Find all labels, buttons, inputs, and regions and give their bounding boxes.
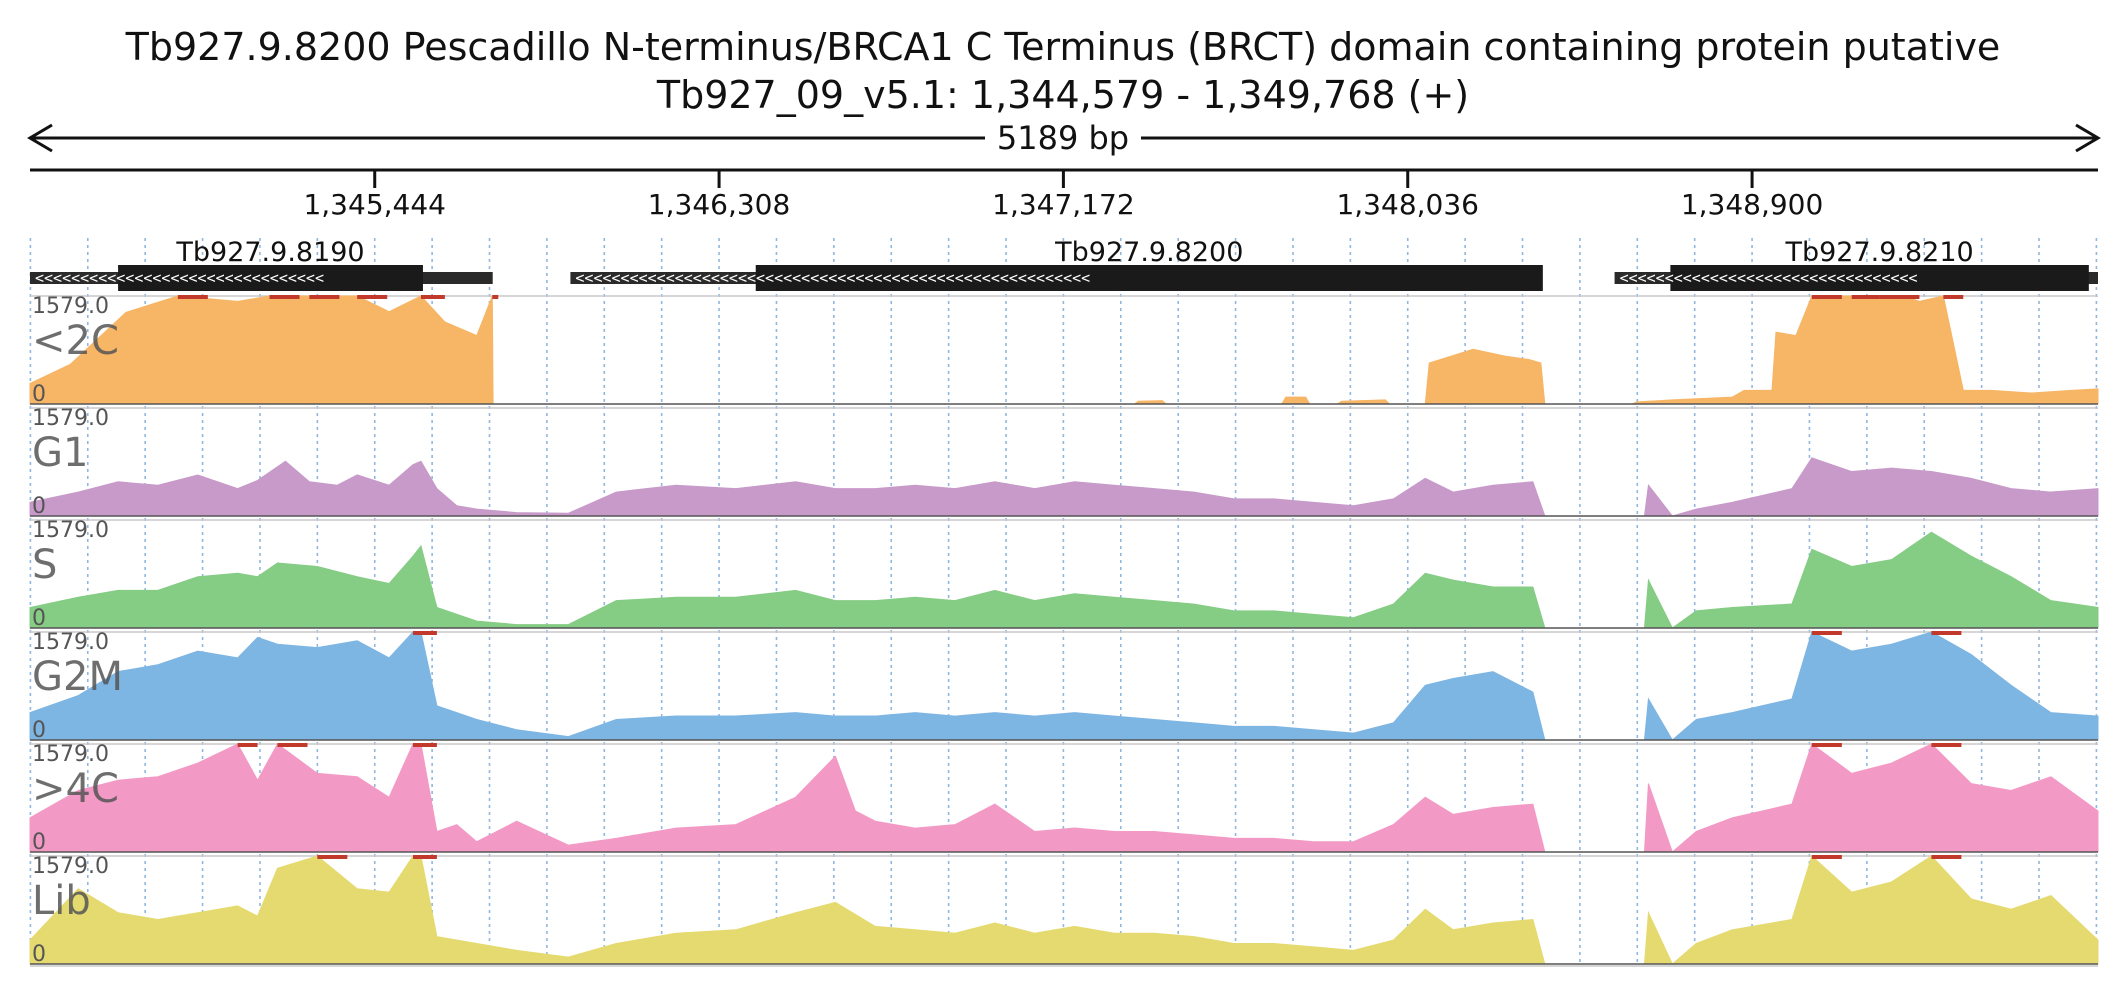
- coverage-track: 1579.0 0 >4C: [29, 742, 2099, 855]
- overflow-marker: [420, 295, 445, 299]
- strand-chevrons: <<<<<<<<<<<<<<<<<<<<<<<<<<<<<<<<: [35, 269, 324, 287]
- gene-label: Tb927.9.8210: [1784, 237, 1973, 268]
- left-arrowhead: [27, 123, 53, 153]
- track-name-label: >4C: [32, 766, 119, 812]
- coverage-track: 1579.0 0 S: [29, 518, 2099, 631]
- coverage-area: [29, 531, 2099, 629]
- overflow-marker: [1811, 855, 1842, 859]
- track-zero-label: 0: [32, 942, 46, 967]
- coverage-area: [29, 855, 2099, 965]
- tick-label: 1,348,900: [1681, 188, 1824, 221]
- tick-label: 1,348,036: [1336, 188, 1479, 221]
- track-max-label: 1579.0: [32, 630, 109, 655]
- track-name-label: <2C: [32, 318, 119, 364]
- overflow-marker: [237, 743, 258, 747]
- gene-annotation-track: <<<<<<<<<<<<<<<<<<<<<<<<<<<<<<<<Tb927.9.…: [30, 237, 2098, 291]
- overflow-marker: [1811, 743, 1842, 747]
- overflow-marker: [420, 855, 437, 859]
- gene-cds-bar: [118, 265, 423, 291]
- track-zero-label: 0: [32, 830, 46, 855]
- strand-chevrons: <<<<<<<<<<<<<<<<<<<<<<<<<<<<<<<<<: [1620, 269, 1918, 287]
- strand-chevrons: <<<<<<<<<<<<<<<<<<<<<<<<<<<<<<<<<<<<<<<<…: [575, 269, 1090, 287]
- span-label-bg: [985, 116, 1141, 160]
- overflow-marker: [309, 295, 340, 299]
- locus-label: Tb927_09_v5.1: 1,344,579 - 1,349,768 (+): [656, 73, 1469, 117]
- track-max-label: 1579.0: [32, 406, 109, 431]
- track-zero-label: 0: [32, 606, 46, 631]
- overflow-marker: [1811, 631, 1842, 635]
- gene-cds-bar: [1670, 265, 2089, 291]
- track-name-label: G2M: [32, 654, 123, 700]
- track-max-label: 1579.0: [32, 854, 109, 879]
- track-zero-label: 0: [32, 382, 46, 407]
- coverage-tracks: 1579.00<2C1579.00G11579.00S1579.00G2M157…: [29, 294, 2099, 967]
- overflow-marker: [317, 855, 348, 859]
- coverage-area: [29, 631, 2099, 741]
- overflow-marker: [1811, 295, 1842, 299]
- coverage-track: 1579.0 0 G1: [29, 406, 2099, 519]
- track-name-label: Lib: [32, 878, 91, 924]
- track-zero-label: 0: [32, 718, 46, 743]
- track-max-label: 1579.0: [32, 742, 109, 767]
- coverage-area: [29, 743, 2099, 853]
- overflow-marker: [1943, 295, 1964, 299]
- overflow-marker: [420, 631, 437, 635]
- overflow-marker: [1931, 855, 1962, 859]
- track-max-label: 1579.0: [32, 518, 109, 543]
- track-name-label: S: [32, 542, 57, 588]
- coordinate-axis: 1,345,444 1,346,308 1,347,172 1,348,036 1,34…: [30, 168, 2098, 221]
- overflow-marker: [492, 295, 499, 299]
- span-ruler: 5189 bp: [27, 116, 2101, 160]
- overflow-marker: [1903, 295, 1920, 299]
- tick-label: 1,346,308: [648, 188, 791, 221]
- overflow-marker: [177, 295, 208, 299]
- overflow-marker: [269, 295, 300, 299]
- coverage-track: 1579.0 0 <2C: [29, 294, 2099, 407]
- track-zero-label: 0: [32, 494, 46, 519]
- coverage-area: [29, 457, 2099, 517]
- right-arrowhead: [2075, 123, 2101, 153]
- overflow-marker: [420, 743, 437, 747]
- coverage-track: 1579.0 0 G2M: [29, 630, 2099, 743]
- overflow-marker: [412, 855, 421, 859]
- gene-label: Tb927.9.8200: [1054, 237, 1243, 268]
- figure-title: Tb927.9.8200 Pescadillo N-terminus/BRCA1…: [125, 25, 2001, 69]
- overflow-marker: [1931, 631, 1962, 635]
- span-length-label: 5189 bp: [997, 119, 1129, 157]
- overflow-marker: [1851, 295, 1880, 299]
- gene-cds-bar: [755, 265, 1543, 291]
- tick-label: 1,347,172: [992, 188, 1135, 221]
- track-name-label: G1: [32, 430, 88, 476]
- track-max-label: 1579.0: [32, 294, 109, 319]
- overflow-marker: [1931, 743, 1962, 747]
- gene-label: Tb927.9.8190: [175, 237, 364, 268]
- overflow-marker: [412, 631, 421, 635]
- overflow-marker: [357, 295, 388, 299]
- tick-label: 1,345,444: [303, 188, 446, 221]
- overflow-marker: [412, 743, 421, 747]
- overflow-marker: [1879, 295, 1904, 299]
- overflow-marker: [277, 743, 308, 747]
- coverage-track: 1579.0 0 Lib: [29, 854, 2099, 967]
